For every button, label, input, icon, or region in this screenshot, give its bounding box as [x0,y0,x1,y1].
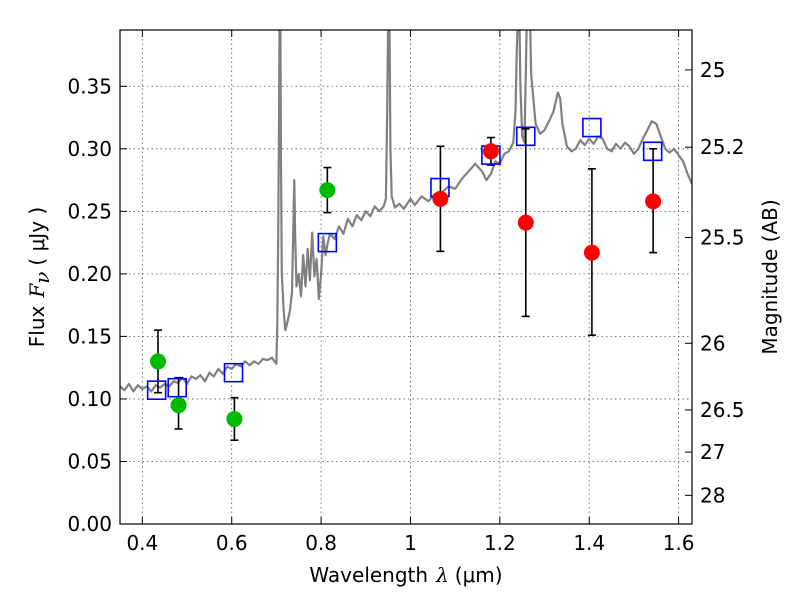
optical-observations-point [149,353,166,370]
y-tick-label: 0.25 [67,199,112,223]
optical-observations-point [226,410,243,427]
plot-frame [119,29,693,525]
y-tick-label: 0.30 [67,137,112,161]
data-layer [120,30,692,442]
model-marker [642,141,663,162]
template-spectrum-line [120,30,692,393]
x-tick-label: 1.6 [663,531,695,555]
model-marker [515,126,536,147]
y2-axis-label: Magnitude (AB) [758,199,782,354]
model-marker [223,362,244,383]
magnitude-tick-label: 28 [700,483,725,507]
optical-observations-point [319,182,336,199]
magnitude-tick-label: 26 [700,331,725,355]
model-marker [167,377,187,398]
y-tick-label: 0.05 [67,449,112,473]
x-tick-label: 1.4 [573,531,605,555]
x-tick-label: 0.4 [126,531,158,555]
axes-ticks: 0.4 0.6 0.8 1 1.2 1.4 1.6 0.00 0.05 0.10 0.15 0.20 0… [67,30,745,555]
nir-observations-point [432,190,449,207]
y-tick-label: 0.35 [67,74,112,98]
y-tick-label: 0.15 [67,324,112,348]
y-tick-label: 0.00 [67,512,112,536]
y-axis-label: FluxFν( μJy ) [25,207,54,347]
x-axis-label: Wavelength λ (μm) [309,563,502,587]
x-tick-label: 0.6 [216,531,248,555]
nir-observations-point [482,143,499,160]
magnitude-tick-label: 26.5 [700,398,745,422]
x-tick-label: 0.8 [305,531,337,555]
nir-observations-point [583,244,600,261]
model-marker [317,232,338,253]
nir-observations-point [517,214,534,231]
model-marker [582,117,602,138]
magnitude-tick-label: 27 [700,440,725,464]
magnitude-tick-label: 25 [700,58,725,82]
model-marker [146,380,167,400]
magnitude-tick-label: 25.5 [700,225,745,249]
y-tick-label: 0.10 [67,387,112,411]
x-tick-label: 1 [404,531,417,555]
magnitude-tick-label: 25.2 [700,135,745,159]
optical-observations-point [170,397,187,414]
x-tick-label: 1.2 [484,531,516,555]
y-tick-label: 0.20 [67,262,112,286]
nir-observations-point [645,193,662,210]
